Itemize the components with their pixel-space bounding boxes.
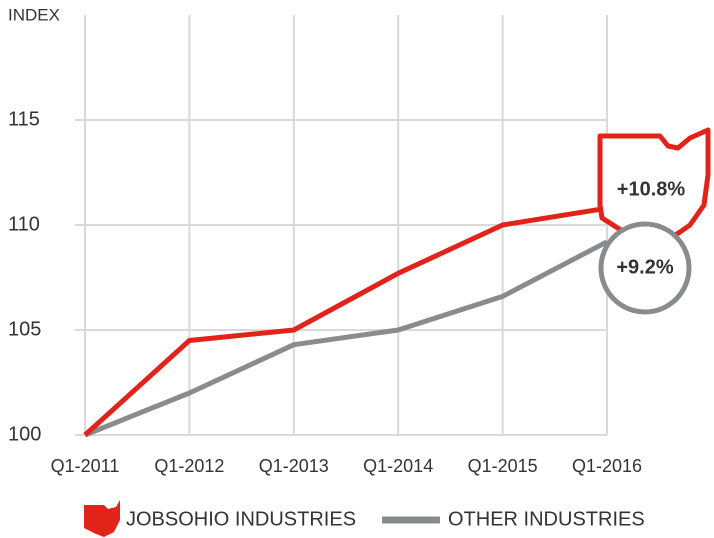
y-tick-label: 105: [8, 318, 41, 340]
x-tick-label: Q1-2014: [363, 456, 433, 476]
x-tick-label: Q1-2013: [259, 456, 329, 476]
y-tick-label: 100: [8, 423, 41, 445]
legend-swatch: [84, 500, 120, 537]
series-line: [83, 205, 608, 437]
y-tick-label: 115: [8, 108, 40, 130]
ohio-badge: [597, 127, 711, 247]
x-tick-label: Q1-2015: [468, 456, 538, 476]
x-tick-label: Q1-2016: [572, 456, 642, 476]
other-badge: [598, 221, 692, 315]
y-axis-label: INDEX: [8, 5, 60, 24]
legend-label: OTHER INDUSTRIES: [448, 508, 645, 530]
x-tick-label: Q1-2012: [154, 456, 224, 476]
series-line: [84, 239, 609, 438]
legend-label: JOBSOHIO INDUSTRIES: [126, 508, 356, 530]
annotation: +10.8%: [617, 178, 686, 200]
annotation: +9.2%: [616, 256, 673, 278]
y-tick-label: 110: [8, 213, 40, 235]
x-tick-label: Q1-2011: [51, 456, 120, 476]
lines: [83, 205, 609, 438]
